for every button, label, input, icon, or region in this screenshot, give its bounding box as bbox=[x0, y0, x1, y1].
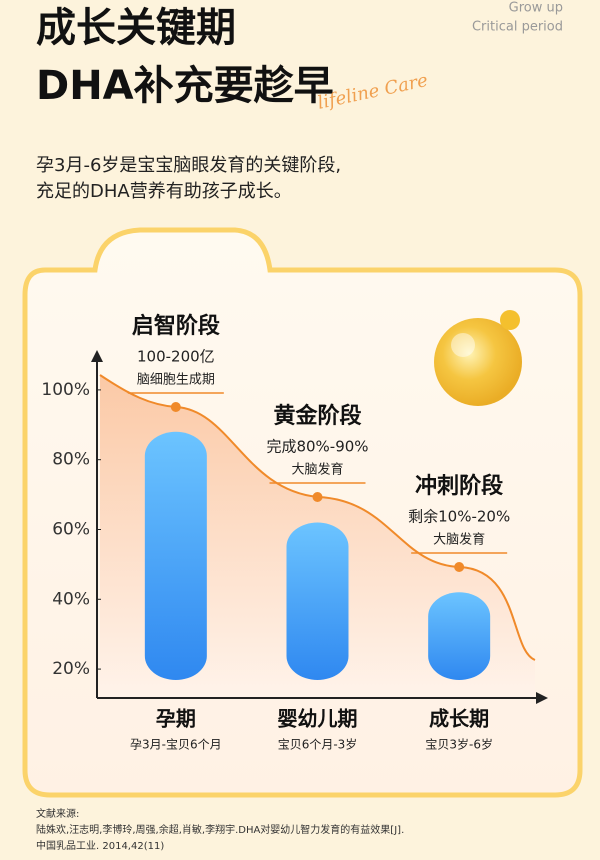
reference: 文献来源: bbox=[36, 807, 79, 820]
stage-title: 冲刺阶段 bbox=[415, 473, 503, 499]
curve-dot bbox=[170, 402, 181, 412]
curve-dot bbox=[312, 492, 323, 502]
stage-line: 大脑发育 bbox=[433, 532, 485, 548]
y-tick-label: 100% bbox=[41, 380, 90, 400]
arrow bbox=[536, 692, 548, 704]
category-note: 宝贝6个月-3岁 bbox=[278, 737, 358, 752]
stage-title: 启智阶段 bbox=[132, 313, 220, 339]
title-line2: DHA补充要趁早 bbox=[36, 63, 334, 109]
bar bbox=[428, 592, 491, 680]
stage-title: 黄金阶段 bbox=[273, 403, 361, 429]
tag: Grow up bbox=[509, 1, 563, 16]
title-line1: 成长关键期 bbox=[36, 5, 236, 51]
y-tick-label: 40% bbox=[52, 589, 90, 609]
stage-line: 完成80%-90% bbox=[266, 438, 368, 456]
y-tick-label: 80% bbox=[52, 450, 90, 470]
oil-shine bbox=[451, 333, 475, 357]
category-label: 婴幼儿期 bbox=[278, 707, 358, 731]
y-tick-label: 20% bbox=[52, 659, 90, 679]
stage-line: 100-200亿 bbox=[137, 348, 215, 366]
tag: Critical period bbox=[472, 20, 563, 35]
category-note: 宝贝3岁-6岁 bbox=[425, 737, 493, 752]
oil-drop bbox=[434, 318, 522, 406]
stage-line: 剩余10%-20% bbox=[408, 508, 510, 526]
bar bbox=[286, 522, 349, 680]
y-tick-label: 60% bbox=[52, 519, 90, 539]
curve-dot bbox=[454, 562, 465, 572]
bar bbox=[144, 431, 207, 680]
intro: 充足的DHA营养有助孩子成长。 bbox=[36, 181, 292, 202]
curve bbox=[99, 374, 536, 661]
category-label: 孕期 bbox=[156, 707, 196, 731]
reference: 陆姝欢,汪志明,李博玲,周强,余超,肖敏,李翔宇.DHA对婴幼儿智力发育的有益效… bbox=[36, 823, 404, 836]
category-note: 孕3月-宝贝6个月 bbox=[130, 738, 222, 752]
arrow bbox=[91, 350, 103, 362]
oil-bubble bbox=[500, 310, 520, 330]
reference: 中国乳品工业. 2014,42(11) bbox=[36, 839, 164, 852]
intro: 孕3月-6岁是宝宝脑眼发育的关键阶段, bbox=[36, 155, 341, 176]
stage-line: 大脑发育 bbox=[291, 462, 343, 478]
stage-line: 脑细胞生成期 bbox=[137, 373, 215, 388]
category-label: 成长期 bbox=[429, 707, 489, 731]
